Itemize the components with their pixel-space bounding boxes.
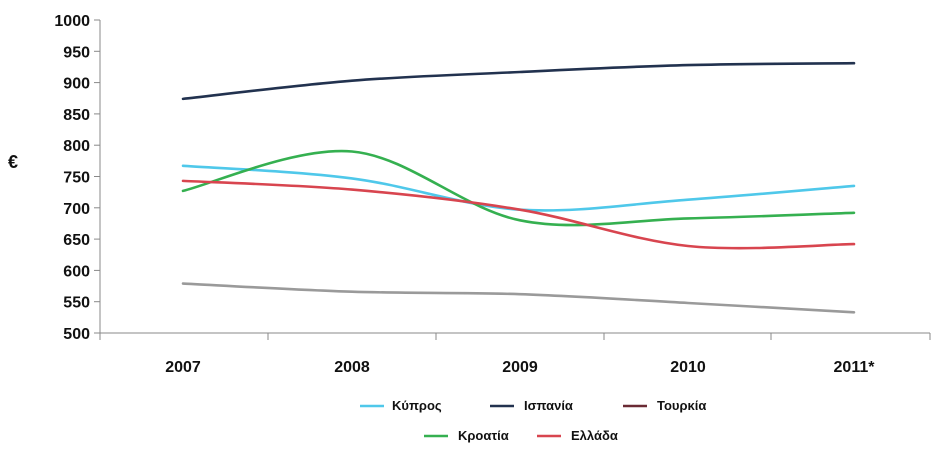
y-axis-ticks: 1000 950 900 850 800 750 700 650 600 550 500	[54, 13, 100, 343]
legend-label: Ελλάδα	[571, 428, 618, 443]
legend: Κύπρος Ισπανία Τουρκία Κροατία Ελλάδα	[360, 398, 706, 443]
y-tick-label: 700	[63, 201, 90, 218]
x-tick-label: 2010	[670, 359, 706, 376]
series-layer	[181, 61, 856, 314]
legend-label: Ισπανία	[524, 398, 573, 413]
y-tick-label: 1000	[54, 13, 90, 30]
x-tick-label: 2009	[502, 359, 538, 376]
x-axis-ticks: 2007 2008 2009 2010 2011*	[99, 333, 931, 376]
y-tick-label: 850	[63, 107, 90, 124]
series-line-0	[181, 164, 856, 212]
legend-label: Κύπρος	[392, 398, 442, 413]
series-line-2	[181, 282, 856, 314]
y-tick-label: 650	[63, 232, 90, 249]
y-tick-label: 600	[63, 263, 90, 280]
y-tick-label: 750	[63, 170, 90, 187]
x-tick-label: 2007	[165, 359, 201, 376]
y-tick-label: 800	[63, 138, 90, 155]
y-axis-title: €	[8, 152, 18, 172]
series-line-3	[181, 149, 856, 227]
y-tick-label: 500	[63, 326, 90, 343]
y-tick-label: 950	[63, 44, 90, 61]
series-line-4	[181, 179, 856, 250]
series-line-1	[181, 61, 856, 101]
x-tick-label: 2008	[334, 359, 370, 376]
y-tick-label: 900	[63, 76, 90, 93]
legend-label: Τουρκία	[657, 398, 706, 413]
y-tick-label: 550	[63, 295, 90, 312]
legend-label: Κροατία	[458, 428, 509, 443]
x-tick-label: 2011*	[834, 359, 876, 376]
